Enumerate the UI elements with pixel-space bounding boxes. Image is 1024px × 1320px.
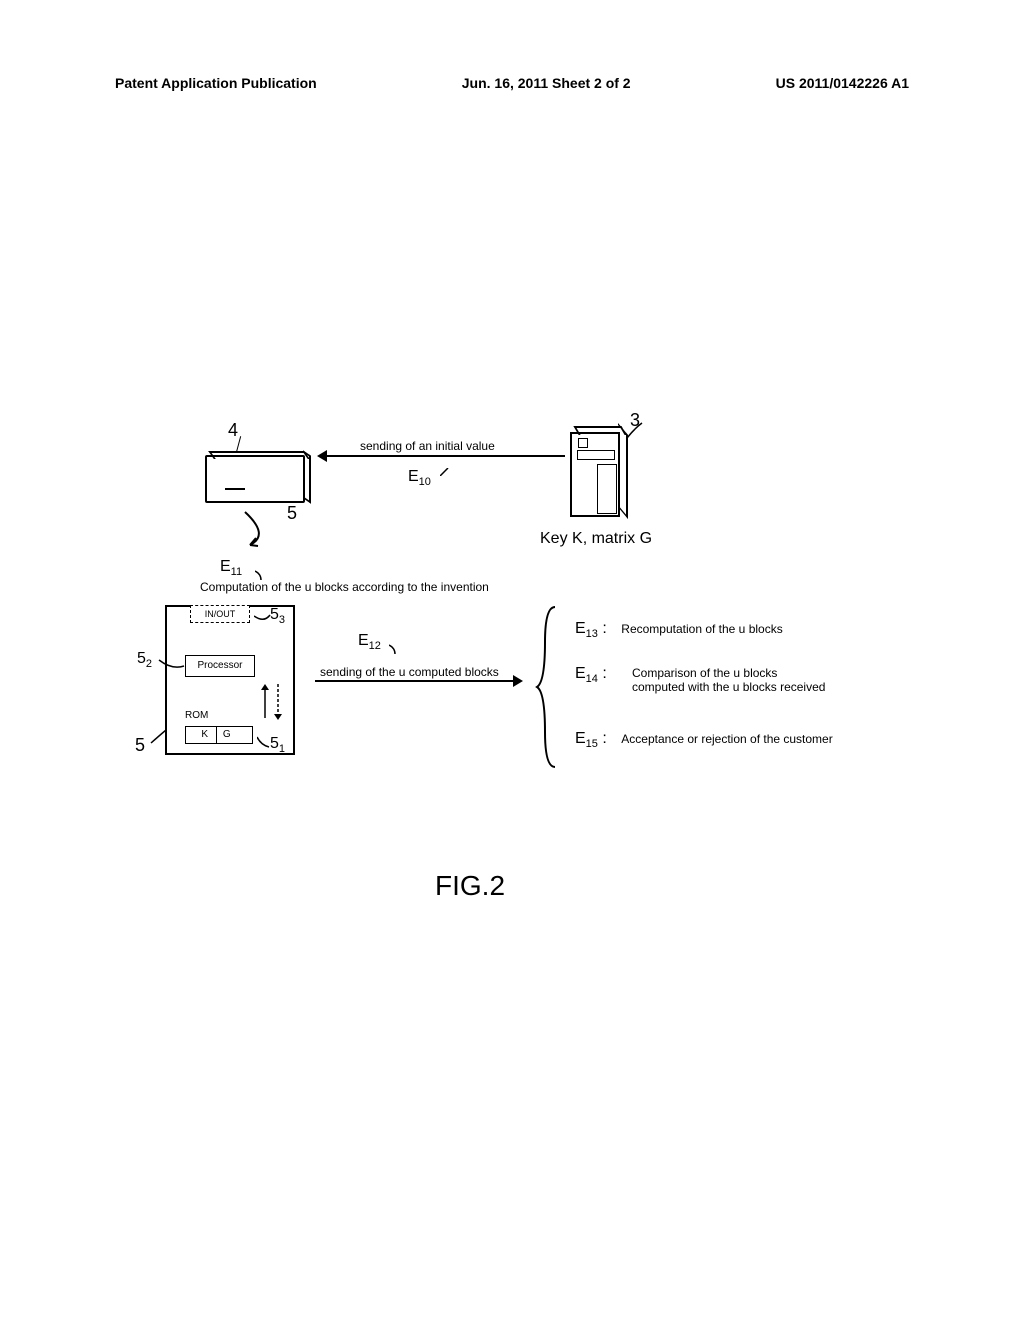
ref-label-53: 53: [270, 606, 285, 626]
figure-2-diagram: 4 5 3 sending of an initial value E10 Ke…: [140, 410, 900, 910]
rom-label: ROM: [185, 710, 230, 725]
e14-sub: 14: [586, 673, 598, 685]
arrow-e10: [320, 455, 565, 457]
arrow-e12-head: [513, 675, 523, 687]
ref53-sub: 3: [279, 614, 285, 626]
ref51-base: 5: [270, 735, 279, 752]
ref-label-52: 52: [137, 650, 152, 670]
kg-divider: [216, 726, 217, 744]
arrow-e12: [315, 680, 515, 682]
ref51-sub: 1: [279, 743, 285, 755]
inout-box: IN/OUT: [190, 605, 250, 623]
page-header: Patent Application Publication Jun. 16, …: [115, 75, 909, 91]
lead-51: [257, 735, 271, 754]
step-e13: E13 : Recomputation of the u blocks: [575, 620, 783, 640]
ref52-sub: 2: [146, 658, 152, 670]
figure-label: FIG.2: [435, 870, 505, 902]
e12-sub: 12: [369, 640, 381, 652]
e14-base: E: [575, 665, 586, 682]
e13-base: E: [575, 620, 586, 637]
ref-label-5-top: 5: [287, 503, 297, 524]
e13-text: Recomputation of the u blocks: [621, 622, 782, 636]
lead-line-3: [627, 420, 647, 445]
header-left: Patent Application Publication: [115, 75, 317, 91]
server-box-3: [570, 432, 620, 517]
e13-sub: 13: [586, 628, 598, 640]
step-e15: E15 : Acceptance or rejection of the cus…: [575, 730, 833, 750]
lead-e12: [389, 642, 401, 660]
box-4-detail: [225, 488, 245, 490]
curly-brace: [535, 602, 560, 777]
e10-sub: 10: [419, 476, 431, 488]
lead-53: [254, 610, 272, 628]
header-center: Jun. 16, 2011 Sheet 2 of 2: [462, 75, 631, 91]
label-e12: E12: [358, 632, 381, 652]
ref-label-5-bottom: 5: [135, 735, 145, 756]
lead-e10: [440, 463, 450, 471]
lead-52: [157, 658, 185, 678]
e11-sub: 11: [231, 566, 242, 578]
server-detail-1: [578, 438, 588, 448]
key-matrix-label: Key K, matrix G: [540, 530, 652, 548]
e14-line1: Comparison of the u blocks: [632, 666, 777, 680]
e15-sub: 15: [586, 738, 598, 750]
text-e12-arrow: sending of the u computed blocks: [320, 665, 499, 679]
e15-text: Acceptance or rejection of the customer: [621, 732, 832, 746]
kg-box: K G: [185, 726, 253, 744]
server-detail-3: [597, 464, 617, 514]
e14-text: Comparison of the u blocks computed with…: [632, 666, 825, 694]
e11-base: E: [220, 558, 231, 575]
step-e14-label: E14 :: [575, 665, 607, 685]
text-e11: Computation of the u blocks according to…: [200, 580, 489, 594]
ref-label-51: 51: [270, 735, 285, 755]
lead-5-bottom: [148, 730, 168, 750]
device-box-4: [205, 455, 305, 503]
text-e10-arrow: sending of an initial value: [360, 439, 495, 453]
processor-box: Processor: [185, 655, 255, 677]
internal-arrows: [260, 680, 290, 727]
label-e11: E11: [220, 558, 242, 578]
ref-label-4: 4: [228, 420, 238, 441]
ref52-base: 5: [137, 650, 146, 667]
e10-base: E: [408, 468, 419, 485]
server-detail-2: [577, 450, 615, 460]
e14-line2: computed with the u blocks received: [632, 680, 825, 694]
header-right: US 2011/0142226 A1: [776, 75, 909, 91]
label-e10: E10: [408, 468, 431, 488]
arrow-e10-head: [317, 450, 327, 462]
e15-base: E: [575, 730, 586, 747]
e12-base: E: [358, 632, 369, 649]
patent-page: Patent Application Publication Jun. 16, …: [0, 0, 1024, 1320]
